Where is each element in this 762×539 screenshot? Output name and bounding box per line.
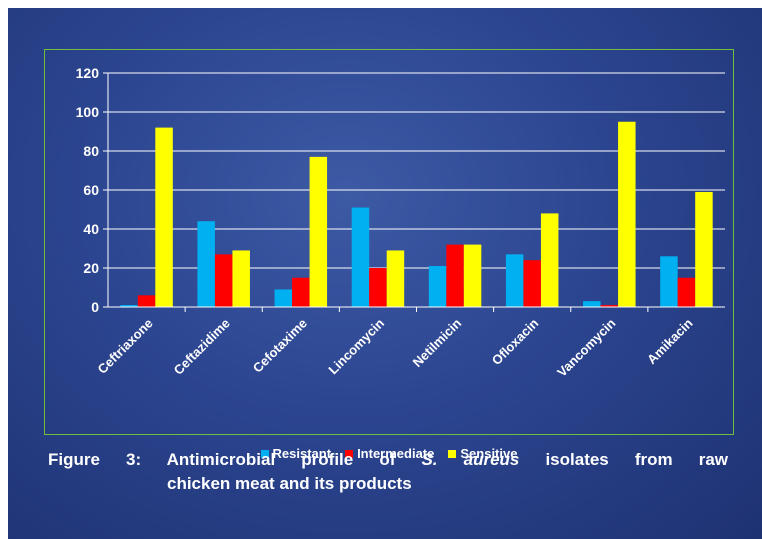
legend-swatch-intermediate (345, 449, 354, 458)
bar-resistant-ceftriaxone (120, 305, 138, 307)
caption-suffix: isolates from raw (545, 450, 728, 469)
x-tick-label-cefotaxime: Cefotaxime (250, 316, 310, 376)
legend-label-intermediate: Intermediate (357, 446, 435, 461)
caption-line-2: chicken meat and its products (167, 474, 412, 493)
chart-frame: 0 20 40 60 80 100 120 Ceftriaxone Ceftazidime Ce… (44, 49, 734, 461)
figure-caption: Figure 3: Antimicrobial profile of S. au… (48, 448, 728, 496)
bar-intermediate-netilmicin (446, 244, 464, 307)
bar-sensitive-ofloxacin (540, 213, 559, 307)
x-tick-label-ceftazidime: Ceftazidime (171, 316, 233, 378)
bar-sensitive-amikacin (695, 191, 713, 307)
bar-resistant-ofloxacin (505, 254, 524, 307)
bar-sensitive-netilmicin (463, 244, 482, 307)
y-tick-label: 0 (91, 299, 99, 315)
bar-sensitive-ceftriaxone (155, 127, 173, 307)
x-tick-label-ceftriaxone: Ceftriaxone (94, 316, 155, 377)
axes (103, 72, 725, 312)
bar-sensitive-lincomycin (386, 250, 405, 307)
slide-background: 0 20 40 60 80 100 120 Ceftriaxone Ceftazidime Ce… (8, 8, 762, 539)
caption-prefix: Figure 3: Antimicrobial profile of (48, 450, 396, 469)
x-tick-label-ofloxacin: Ofloxacin (489, 315, 542, 368)
x-tick-label-lincomycin: Lincomycin (325, 315, 387, 377)
bar-intermediate-ceftazidime (214, 254, 233, 307)
bar-intermediate-lincomycin (369, 268, 387, 307)
bar-sensitive-ceftazidime (232, 250, 250, 307)
bar-sensitive-cefotaxime (309, 156, 328, 307)
bar-intermediate-ofloxacin (523, 260, 541, 307)
y-tick-labels: 0 20 40 60 80 100 120 (76, 65, 100, 315)
legend-item-intermediate: Intermediate (345, 446, 434, 461)
y-tick-label: 120 (76, 65, 100, 81)
legend-item-resistant: Resistant (260, 446, 332, 461)
bar-intermediate-cefotaxime (292, 277, 310, 307)
y-tick-label: 60 (83, 182, 99, 198)
y-tick-label: 100 (76, 104, 100, 120)
y-tick-label: 20 (83, 260, 99, 276)
y-tick-label: 40 (83, 221, 99, 237)
bar-resistant-netilmicin (428, 266, 447, 307)
bar-resistant-cefotaxime (274, 289, 293, 307)
legend-label-sensitive: Sensitive (460, 446, 518, 461)
bar-intermediate-amikacin (677, 277, 696, 307)
bar-resistant-amikacin (660, 256, 678, 307)
x-tick-label-netilmicin: Netilmicin (410, 315, 465, 370)
bar-intermediate-vancomycin (600, 305, 619, 307)
legend-label-resistant: Resistant (272, 446, 332, 461)
caption-line-1: Figure 3: Antimicrobial profile of S. au… (48, 448, 728, 472)
bar-sensitive-vancomycin (618, 121, 636, 307)
bar-resistant-vancomycin (583, 301, 601, 307)
x-tick-label-vancomycin: Vancomycin (554, 315, 618, 379)
bar-resistant-lincomycin (351, 207, 370, 307)
y-tick-label: 80 (83, 143, 99, 159)
legend-swatch-sensitive (448, 449, 457, 458)
bar-resistant-ceftazidime (197, 221, 215, 307)
legend-swatch-resistant (260, 449, 269, 458)
legend: Resistant Intermediate Sensitive (45, 446, 733, 461)
bar-intermediate-ceftriaxone (137, 295, 156, 307)
legend-item-sensitive: Sensitive (448, 446, 517, 461)
bars (120, 121, 713, 307)
x-tick-label-amikacin: Amikacin (644, 315, 696, 367)
caption-species: S. aureus (421, 450, 520, 469)
x-tick-labels: Ceftriaxone Ceftazidime Cefotaxime Lincomyc… (94, 315, 695, 379)
